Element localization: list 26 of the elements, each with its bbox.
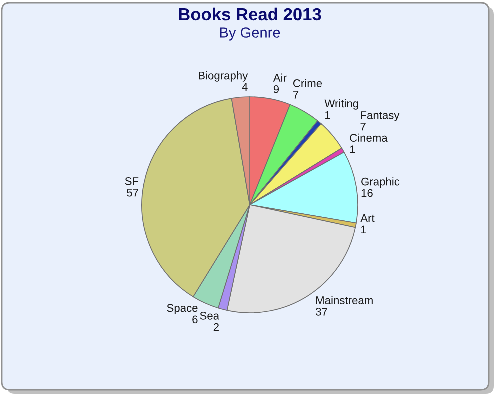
slice-label: SF (125, 177, 139, 186)
slice-label: Biography (199, 72, 248, 82)
data-label: 1 (350, 146, 356, 154)
slice-label: Sea (200, 312, 220, 320)
data-label: 1 (361, 226, 366, 234)
data-label: 7 (360, 123, 366, 131)
slice-label: Cinema (350, 134, 388, 142)
slice-label: Writing (324, 100, 358, 110)
slice-label: Art (360, 214, 375, 222)
data-label: 16 (362, 189, 373, 198)
data-label: 7 (293, 91, 299, 99)
chart-subtitle: By Genre (220, 28, 280, 41)
slice-label: Graphic (362, 178, 400, 188)
slice-label: Mainstream (316, 296, 373, 304)
data-label: 1 (326, 111, 330, 119)
data-label: 9 (274, 85, 280, 94)
chart-title: Books Read 2013 (179, 8, 322, 21)
slice-label: Air (273, 74, 287, 82)
slice-label: Fantasy (361, 112, 400, 122)
slice-label: Space (167, 304, 198, 314)
data-label: 57 (127, 189, 138, 197)
data-label: 4 (242, 83, 248, 92)
data-label: 2 (214, 323, 219, 332)
slice-label: Crime (293, 79, 322, 88)
data-label: 37 (316, 308, 328, 316)
data-label: 6 (192, 316, 198, 324)
